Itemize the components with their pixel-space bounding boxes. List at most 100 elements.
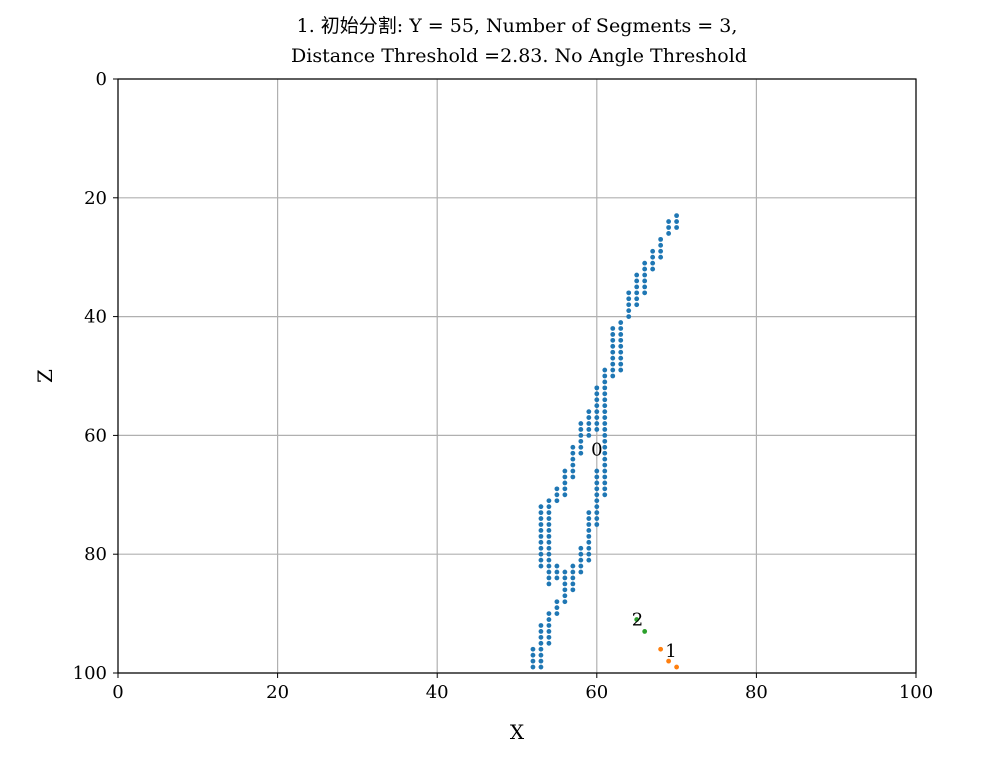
data-point-cluster-0	[538, 652, 544, 658]
data-point-cluster-0	[546, 581, 552, 587]
data-point-cluster-0	[578, 421, 584, 426]
data-point-cluster-0	[570, 569, 576, 575]
data-point-cluster-0	[666, 225, 672, 230]
data-point-cluster-0	[634, 290, 640, 296]
data-point-cluster-0	[562, 599, 568, 605]
x-tick-label: 100	[899, 682, 933, 703]
data-point-cluster-0	[618, 349, 624, 355]
data-point-cluster-0	[594, 421, 600, 426]
data-point-cluster-0	[618, 326, 624, 331]
data-point-cluster-0	[546, 623, 552, 628]
data-point-cluster-0	[562, 581, 568, 587]
data-point-cluster-0	[546, 617, 552, 622]
data-point-cluster-0	[546, 634, 552, 640]
data-point-cluster-0	[538, 528, 544, 533]
data-point-cluster-0	[658, 242, 664, 248]
data-point-cluster-0	[570, 474, 576, 480]
data-point-cluster-0	[602, 456, 608, 462]
data-point-cluster-0	[570, 468, 576, 474]
data-point-cluster-0	[610, 367, 616, 373]
data-point-cluster-0	[602, 415, 608, 420]
data-point-cluster-0	[586, 415, 592, 420]
data-point-cluster-0	[602, 379, 608, 385]
data-point-cluster-0	[650, 260, 656, 266]
y-tick-label: 80	[84, 544, 107, 565]
data-point-cluster-0	[570, 462, 576, 468]
data-point-cluster-0	[594, 492, 600, 498]
data-point-cluster-0	[530, 658, 536, 664]
data-point-cluster-0	[602, 480, 608, 486]
data-point-cluster-2	[634, 617, 640, 622]
data-point-cluster-0	[546, 640, 552, 646]
data-point-cluster-0	[602, 433, 608, 438]
data-point-cluster-0	[594, 391, 600, 397]
data-point-cluster-0	[594, 522, 600, 527]
data-point-cluster-0	[626, 302, 632, 308]
data-point-cluster-0	[602, 444, 608, 450]
data-point-cluster-0	[586, 557, 592, 563]
data-point-cluster-1	[658, 646, 664, 652]
data-point-cluster-0	[674, 225, 679, 230]
y-tick-label: 100	[73, 663, 107, 684]
data-point-cluster-0	[618, 367, 624, 373]
data-point-cluster-0	[570, 581, 576, 587]
data-point-cluster-0	[546, 504, 552, 510]
data-point-cluster-0	[578, 569, 584, 575]
data-point-cluster-0	[554, 605, 560, 611]
data-point-cluster-0	[594, 486, 600, 492]
data-point-cluster-0	[602, 421, 608, 426]
data-point-cluster-0	[602, 397, 608, 403]
data-point-cluster-0	[538, 646, 544, 652]
data-point-cluster-0	[546, 516, 552, 521]
data-point-cluster-0	[618, 355, 624, 361]
data-point-cluster-0	[594, 516, 600, 521]
cluster-label-2: 2	[632, 610, 643, 631]
data-point-cluster-0	[562, 486, 568, 492]
y-tick-label: 40	[84, 307, 107, 328]
data-point-cluster-0	[538, 545, 544, 551]
data-point-cluster-0	[570, 575, 576, 581]
data-point-cluster-0	[586, 545, 592, 551]
data-point-cluster-0	[562, 480, 568, 486]
data-point-cluster-0	[618, 337, 624, 343]
data-point-cluster-0	[610, 361, 616, 367]
data-point-cluster-0	[538, 629, 544, 634]
x-tick-label: 20	[266, 682, 289, 703]
data-point-cluster-0	[578, 563, 584, 569]
data-point-cluster-0	[538, 664, 544, 670]
data-point-cluster-0	[586, 516, 592, 521]
data-point-cluster-0	[530, 646, 536, 652]
data-point-cluster-0	[594, 468, 600, 474]
data-point-cluster-0	[538, 539, 544, 545]
data-point-cluster-0	[658, 254, 664, 260]
data-point-cluster-0	[570, 450, 576, 456]
data-point-cluster-0	[538, 533, 544, 539]
data-point-cluster-0	[602, 409, 608, 415]
data-point-cluster-0	[602, 438, 608, 444]
data-point-cluster-0	[658, 248, 664, 254]
data-points	[530, 213, 679, 670]
x-tick-label: 0	[112, 682, 123, 703]
data-point-cluster-0	[602, 427, 608, 432]
data-point-cluster-0	[650, 248, 656, 254]
data-point-cluster-0	[554, 569, 560, 575]
data-point-cluster-0	[546, 557, 552, 563]
data-point-cluster-0	[562, 575, 568, 581]
data-point-cluster-0	[586, 421, 592, 426]
data-point-cluster-0	[562, 468, 568, 474]
data-point-cluster-0	[674, 213, 679, 219]
data-point-cluster-0	[610, 355, 616, 361]
x-tick-label: 60	[585, 682, 608, 703]
data-point-cluster-0	[578, 557, 584, 563]
data-point-cluster-0	[578, 438, 584, 444]
data-point-cluster-0	[594, 403, 600, 409]
chart-title-line-2: Distance Threshold =2.83. No Angle Thres…	[291, 45, 747, 67]
data-point-cluster-2	[642, 629, 648, 634]
data-point-cluster-0	[586, 539, 592, 545]
data-point-cluster-0	[578, 551, 584, 557]
data-point-cluster-0	[570, 444, 576, 450]
data-point-cluster-0	[538, 516, 544, 521]
data-point-cluster-0	[626, 296, 632, 302]
data-point-cluster-0	[586, 433, 592, 438]
